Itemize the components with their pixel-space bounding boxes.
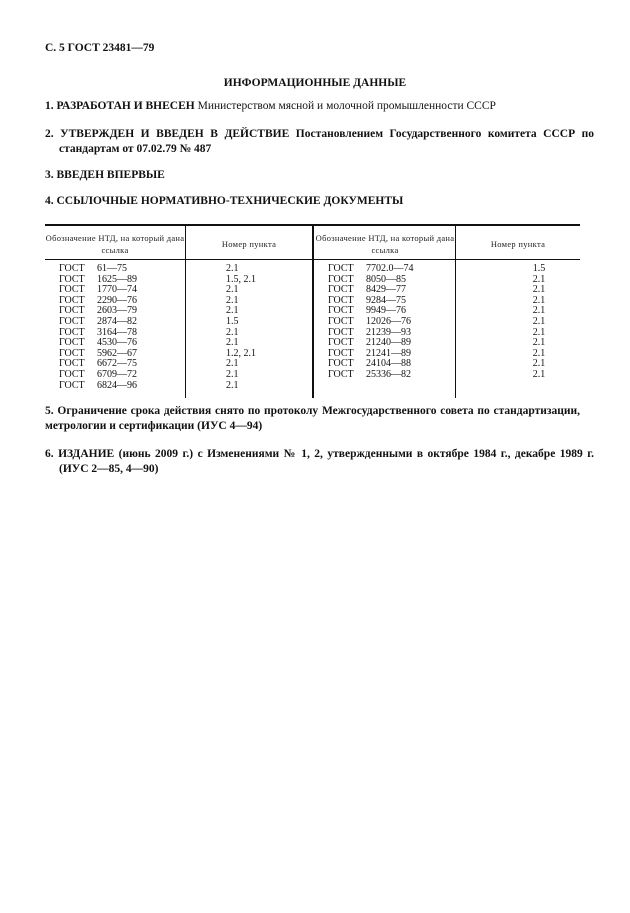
- table-row-point: 2.1: [532, 315, 546, 327]
- table-row-doc: ГОСТ 61—75: [59, 263, 127, 274]
- table-row-doc: ГОСТ 8050—85: [328, 273, 406, 285]
- table-row-point: 2.1: [532, 305, 546, 317]
- item-5: 5. Ограничение срока действия снято по п…: [45, 405, 581, 432]
- table-row-point: 2.1: [226, 379, 239, 391]
- table-row-doc: ГОСТ 1770—74: [59, 284, 137, 296]
- table-row-point: 2.1: [532, 347, 546, 359]
- page-header: С. 5 ГОСТ 23481—79: [45, 42, 155, 54]
- table-row-point: 2.1: [532, 337, 546, 349]
- table-row-doc: ГОСТ 25336—82: [328, 368, 411, 380]
- item-6: 6. ИЗДАНИЕ (июнь 2009 г.) с Изменениями …: [45, 448, 595, 475]
- table-row-doc: ГОСТ 4530—76: [59, 337, 137, 349]
- table-row-point: 2.1: [532, 284, 546, 296]
- col-header-doc-left: Обозначение НТД, на который дана ссылка: [45, 233, 185, 255]
- table-row-point: 2.1: [226, 337, 239, 349]
- table-row-doc: ГОСТ 5962—67: [59, 347, 137, 359]
- table-row-point: 2.1: [226, 368, 239, 380]
- table-row-doc: ГОСТ 21241—89: [328, 347, 411, 359]
- table-row-doc: ГОСТ 9284—75: [328, 294, 406, 306]
- col-header-point-right: Номер пункта: [490, 239, 546, 249]
- table-row-doc: ГОСТ 21240—89: [328, 337, 411, 349]
- table-row-doc: ГОСТ 2290—76: [59, 294, 137, 306]
- table-row-doc: ГОСТ 8429—77: [328, 284, 406, 296]
- item-2: 2. УТВЕРЖДЕН И ВВЕДЕН В ДЕЙСТВИЕ Постано…: [45, 128, 595, 155]
- table-row-doc: ГОСТ 1625—89: [59, 273, 137, 285]
- table-row-doc: ГОСТ 2874—82: [59, 315, 137, 327]
- table-row-point: 1.5, 2.1: [226, 273, 256, 285]
- col-header-point-left: Номер пункта: [221, 239, 277, 249]
- table-row-point: 2.1: [532, 326, 546, 338]
- table-row-doc: ГОСТ 6709—72: [59, 368, 137, 380]
- table-row-point: 2.1: [532, 294, 546, 306]
- col-header-doc-right: Обозначение НТД, на который дана ссылка: [315, 233, 455, 255]
- table-row-doc: ГОСТ 6824—96: [59, 379, 137, 391]
- table-row-point: 2.1: [226, 294, 239, 306]
- table-row-doc: ГОСТ 21239—93: [328, 326, 411, 338]
- table-row-point: 2.1: [226, 326, 239, 338]
- item-3: 3. ВВЕДЕН ВПЕРВЫЕ: [45, 169, 165, 181]
- references-table: Обозначение НТД, на который дана ссылка …: [45, 224, 580, 398]
- page-title: ИНФОРМАЦИОННЫЕ ДАННЫЕ: [223, 77, 407, 89]
- table-row-doc: ГОСТ 24104—88: [328, 358, 411, 370]
- item-1: 1. РАЗРАБОТАН И ВНЕСЕН Министерством мяс…: [45, 100, 496, 112]
- item-4: 4. ССЫЛОЧНЫЕ НОРМАТИВНО-ТЕХНИЧЕСКИЕ ДОКУ…: [45, 195, 404, 207]
- table-row-doc: ГОСТ 9949—76: [328, 305, 406, 317]
- table-row-point: 2.1: [532, 358, 546, 370]
- table-row-point: 2.1: [226, 358, 239, 370]
- table-row-point: 2.1: [226, 305, 239, 317]
- table-row-doc: ГОСТ 2603—79: [59, 305, 137, 317]
- table-row-point: 1.5: [226, 315, 239, 327]
- table-row-point: 1.2, 2.1: [226, 347, 256, 359]
- table-row-doc: ГОСТ 12026—76: [328, 315, 411, 327]
- table-row-doc: ГОСТ 3164—78: [59, 326, 137, 338]
- table-row-point: 2.1: [532, 368, 546, 380]
- table-row-point: 2.1: [532, 273, 546, 285]
- table-row-point: 2.1: [226, 263, 239, 274]
- table-row-doc: ГОСТ 7702.0—74: [328, 263, 414, 274]
- table-row-point: 2.1: [226, 284, 239, 296]
- table-row-point: 1.5: [532, 263, 546, 274]
- table-row-doc: ГОСТ 6672—75: [59, 358, 137, 370]
